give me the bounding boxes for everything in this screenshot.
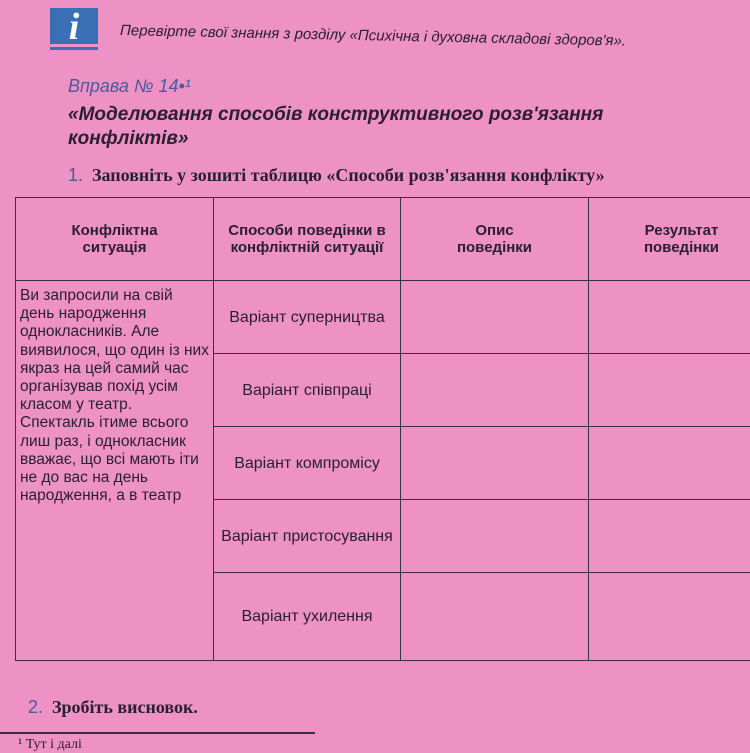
divider [50,47,98,50]
empty-cell [401,427,589,500]
task-text: Заповніть у зошиті таблицю «Способи розв… [92,165,605,185]
footnote-divider [0,732,315,734]
option-cell: Варіант співпраці [214,354,401,427]
empty-cell [401,354,589,427]
task-number: 2. [28,697,43,717]
column-header: Опис поведінки [401,198,589,281]
empty-cell [589,354,750,427]
situation-cell: Ви запросили на свій день народження одн… [16,281,214,661]
table-header-row: Конфліктна ситуація Способи поведінки в … [16,198,750,281]
empty-cell [589,281,750,354]
exercise-title: «Моделювання способів конструктивного ро… [68,103,728,151]
table-row: Ви запросили на свій день народження одн… [16,281,750,354]
exercise-number: Вправа № 14•¹ [68,76,191,97]
empty-cell [589,500,750,573]
option-cell: Варіант компромісу [214,427,401,500]
empty-cell [401,281,589,354]
column-header: Конфліктна ситуація [16,198,214,281]
empty-cell [401,573,589,661]
task-text: Зробіть висновок. [52,697,198,717]
info-note: Перевірте свої знання з розділу «Психічн… [120,22,626,50]
option-cell: Варіант суперництва [214,281,401,354]
task-1: 1. Заповніть у зошиті таблицю «Способи р… [68,165,605,186]
info-icon: i [50,8,98,44]
empty-cell [589,427,750,500]
footnote: ¹ Тут і далі [18,737,82,753]
column-header: Способи поведінки в конфліктній ситуації [214,198,401,281]
empty-cell [589,573,750,661]
task-number: 1. [68,165,83,185]
task-2: 2. Зробіть висновок. [28,697,198,718]
empty-cell [401,500,589,573]
conflict-table: Конфліктна ситуація Способи поведінки в … [15,197,750,661]
option-cell: Варіант пристосування [214,500,401,573]
option-cell: Варіант ухилення [214,573,401,661]
column-header: Результат поведінки [589,198,750,281]
